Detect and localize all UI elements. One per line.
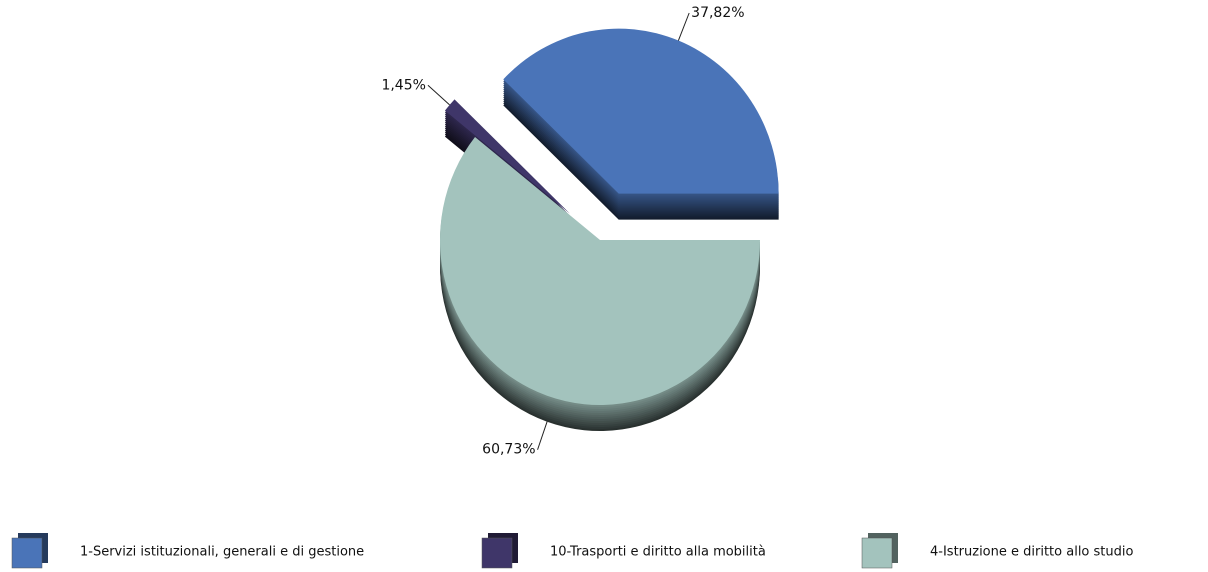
slice [444,99,570,214]
data-label: 1,45% [381,77,425,93]
legend-swatch [11,537,43,569]
legend-label: 10-Trasporti e diritto alla mobilità [550,545,766,560]
leader-line [537,421,548,450]
legend-swatch [861,537,893,569]
leader-line [427,84,450,106]
slice [440,136,760,406]
legend-label: 1-Servizi istituzionali, generali e di g… [80,545,364,560]
slice [503,28,779,194]
legend-label: 4-Istruzione e diritto allo studio [930,545,1133,560]
legend-swatch [481,537,513,569]
leader-line [677,12,690,41]
data-label: 37,82% [691,5,744,21]
data-label: 60,73% [482,442,535,458]
